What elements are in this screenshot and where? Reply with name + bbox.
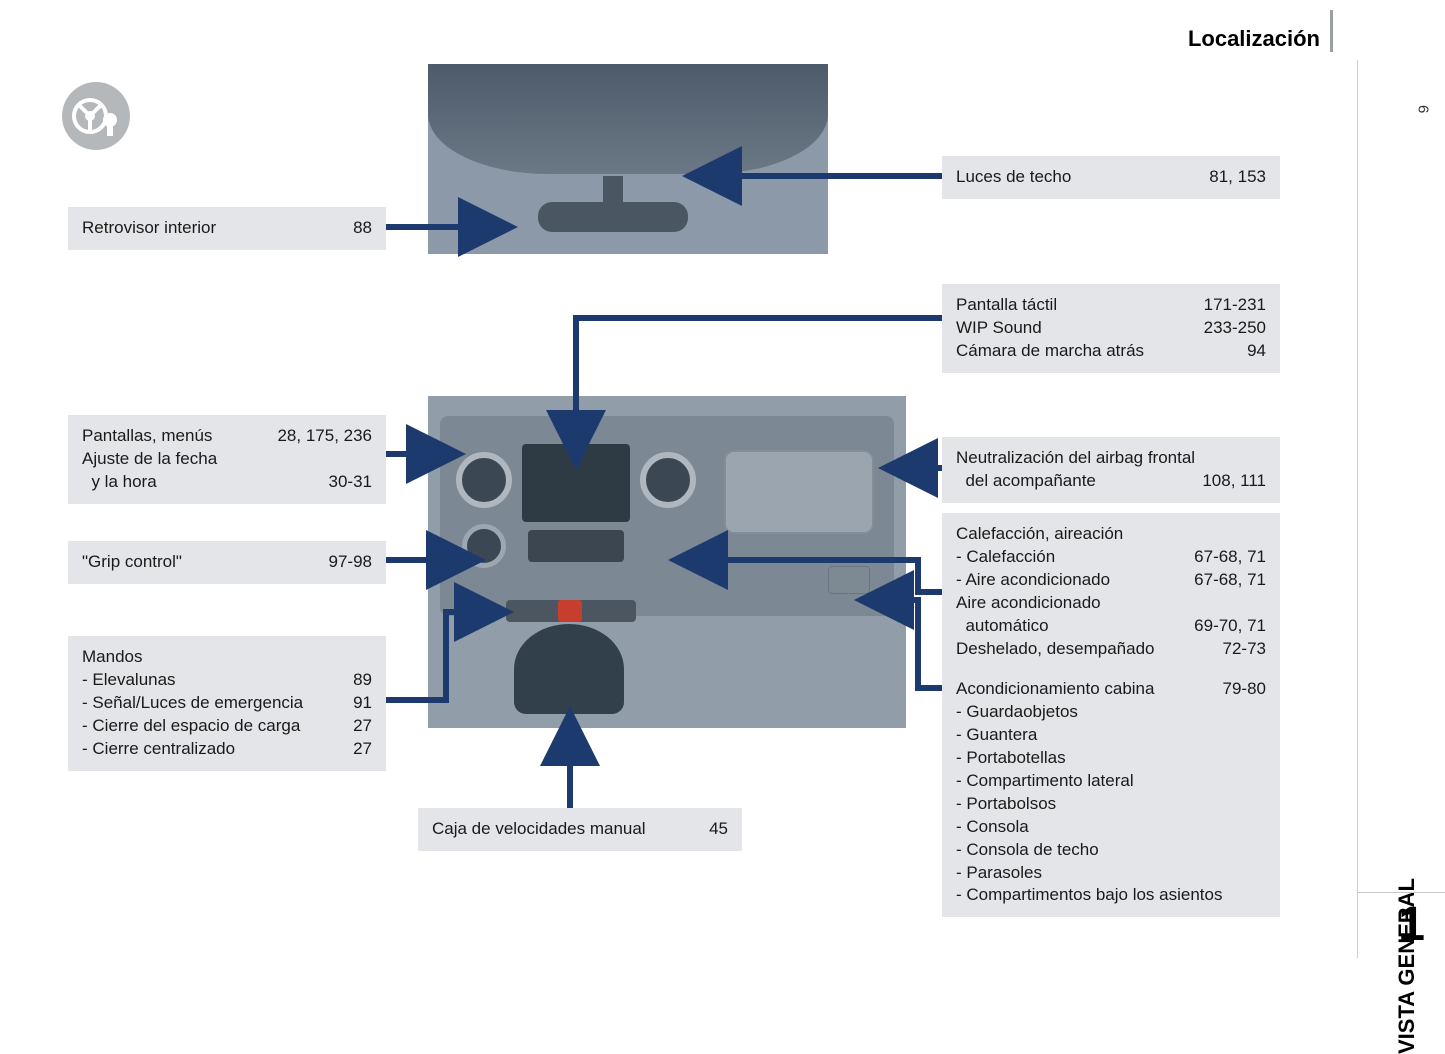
- page-ref: 27: [353, 738, 372, 761]
- page-ref: 89: [353, 669, 372, 692]
- page-ref: 79-80: [1223, 678, 1266, 701]
- label: Caja de velocidades manual: [432, 818, 691, 841]
- label: y la hora: [82, 471, 311, 494]
- page-ref: 28, 175, 236: [277, 425, 372, 448]
- divider: [1357, 892, 1445, 893]
- title: Acondicionamiento cabina: [956, 678, 1205, 701]
- title: Mandos: [82, 646, 372, 669]
- label: automático: [956, 615, 1176, 638]
- header-divider: [1330, 10, 1333, 52]
- manual-page: Localización Retrovisor interior 88: [0, 0, 1445, 964]
- item: Cierre centralizado: [82, 738, 335, 761]
- callout-mandos: Mandos Elevalunas 89 Señal/Luces de emerg…: [68, 636, 386, 771]
- label: WIP Sound: [956, 317, 1186, 340]
- label: Neutralización del airbag frontal: [956, 447, 1266, 470]
- dashboard-icon: [62, 82, 130, 150]
- page-ref: 27: [353, 715, 372, 738]
- mirror-image: [428, 64, 828, 254]
- callout-pantalla-tactil: Pantalla táctil171-231 WIP Sound233-250 …: [942, 284, 1280, 373]
- page-ref: 67-68, 71: [1194, 546, 1266, 569]
- page-number: 9: [1415, 105, 1432, 113]
- item: Cierre del espacio de carga: [82, 715, 335, 738]
- page-title: Localización: [1188, 26, 1320, 52]
- item: Señal/Luces de emergencia: [82, 692, 335, 715]
- label: Pantallas, menús: [82, 425, 259, 448]
- page-ref: 108, 111: [1202, 470, 1266, 493]
- callout-airbag: Neutralización del airbag frontal del ac…: [942, 437, 1280, 503]
- item: Compartimentos bajo los asientos: [956, 884, 1266, 907]
- page-ref: 171-231: [1204, 294, 1266, 317]
- page-ref: 233-250: [1204, 317, 1266, 340]
- page-ref: 81, 153: [1209, 166, 1266, 189]
- callout-cabina: Acondicionamiento cabina 79-80 Guardaobje…: [942, 668, 1280, 917]
- label: Cámara de marcha atrás: [956, 340, 1229, 363]
- callout-pantallas: Pantallas, menús 28, 175, 236 Ajuste de …: [68, 415, 386, 504]
- page-ref: 45: [709, 818, 728, 841]
- title: Calefacción, aireación: [956, 523, 1266, 546]
- page-ref: 72-73: [1223, 638, 1266, 661]
- item: Guantera: [956, 724, 1266, 747]
- item: Portabotellas: [956, 747, 1266, 770]
- item: Guardaobjetos: [956, 701, 1266, 724]
- label: Pantalla táctil: [956, 294, 1186, 317]
- page-ref: 69-70, 71: [1194, 615, 1266, 638]
- item: Elevalunas: [82, 669, 335, 692]
- page-ref: 67-68, 71: [1194, 569, 1266, 592]
- item: Deshelado, desempañado: [956, 638, 1205, 661]
- item: Portabolsos: [956, 793, 1266, 816]
- item: Calefacción: [956, 546, 1176, 569]
- dashboard-image: [428, 396, 906, 728]
- page-ref: 94: [1247, 340, 1266, 363]
- label: Ajuste de la fecha: [82, 448, 372, 471]
- side-tab: 9 VISTA GENERAL 1: [1357, 60, 1445, 958]
- page-ref: 30-31: [329, 471, 372, 494]
- item: Aire acondicionado: [956, 569, 1176, 592]
- label: Retrovisor interior: [82, 217, 335, 240]
- item: Compartimento lateral: [956, 770, 1266, 793]
- callout-grip: "Grip control" 97-98: [68, 541, 386, 584]
- label: Aire acondicionado: [956, 592, 1266, 615]
- item: Parasoles: [956, 862, 1266, 885]
- callout-caja: Caja de velocidades manual 45: [418, 808, 742, 851]
- label: "Grip control": [82, 551, 311, 574]
- label: del acompañante: [956, 470, 1184, 493]
- page-ref: 97-98: [329, 551, 372, 574]
- label: Luces de techo: [956, 166, 1191, 189]
- callout-luces-techo: Luces de techo 81, 153: [942, 156, 1280, 199]
- callout-calefaccion: Calefacción, aireación Calefacción 67-68,…: [942, 513, 1280, 671]
- item: Consola de techo: [956, 839, 1266, 862]
- callout-retrovisor: Retrovisor interior 88: [68, 207, 386, 250]
- page-ref: 88: [353, 217, 372, 240]
- item: Consola: [956, 816, 1266, 839]
- page-ref: 91: [353, 692, 372, 715]
- chapter-number: 1: [1398, 897, 1425, 952]
